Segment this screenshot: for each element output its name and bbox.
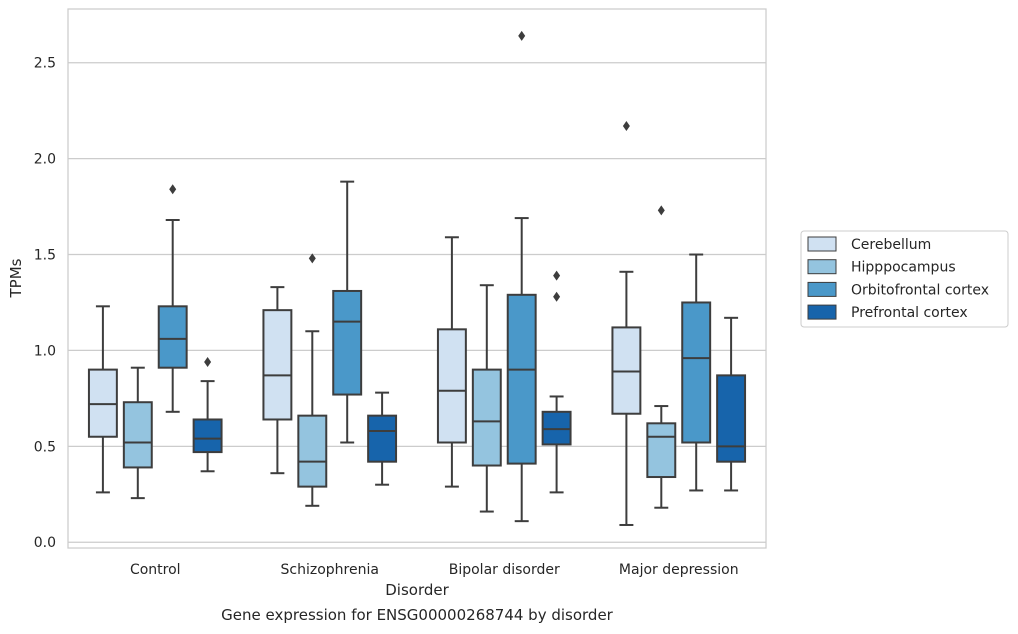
y-tick-label: 1.0	[34, 343, 56, 359]
box-body	[262, 309, 293, 421]
box-major-depression-orbitofrontal-cortex	[681, 253, 712, 492]
outlier-point	[657, 205, 665, 216]
box-major-depression-prefrontal-cortex	[716, 316, 747, 492]
legend-label: Hipppocampus	[851, 260, 956, 276]
box-bipolar-disorder-cerebellum	[436, 236, 467, 488]
outlier-point	[553, 270, 561, 281]
box-body	[192, 418, 223, 454]
box-body	[716, 374, 747, 463]
y-tick-label: 0.0	[34, 535, 56, 551]
chart-caption: Gene expression for ENSG00000268744 by d…	[221, 606, 613, 624]
x-tick-label: Schizophrenia	[281, 562, 379, 578]
legend-label: Orbitofrontal cortex	[851, 282, 989, 298]
box-schizophrenia-prefrontal-cortex	[367, 391, 398, 486]
box-body	[157, 305, 188, 369]
box-body	[506, 293, 537, 465]
legend-swatch	[807, 281, 837, 297]
box-major-depression-hipppocampus	[646, 205, 677, 509]
outlier-point	[518, 30, 526, 41]
y-tick-label: 2.0	[34, 152, 56, 168]
y-tick-label: 0.5	[34, 439, 56, 455]
outlier-point	[169, 184, 177, 195]
box-control-orbitofrontal-cortex	[157, 184, 188, 413]
box-bipolar-disorder-orbitofrontal-cortex	[506, 30, 537, 523]
legend-swatch	[807, 236, 837, 252]
legend-swatch	[807, 259, 837, 275]
box-bipolar-disorder-hipppocampus	[471, 284, 502, 513]
box-body	[122, 401, 153, 469]
plot-area-frame	[67, 8, 767, 549]
box-control-cerebellum	[87, 305, 118, 494]
y-tick-label: 2.5	[34, 56, 56, 72]
x-axis-label: Disorder	[385, 581, 449, 599]
legend-frame	[800, 230, 1009, 328]
y-tick-label: 1.5	[34, 248, 56, 264]
x-tick-label: Control	[130, 562, 181, 578]
x-axis-ticks: Control Schizophrenia Bipolar disorder Majo…	[130, 562, 739, 578]
box-bipolar-disorder-prefrontal-cortex	[541, 270, 572, 494]
box-schizophrenia-orbitofrontal-cortex	[332, 180, 363, 444]
box-body	[436, 328, 467, 444]
box-control-prefrontal-cortex	[192, 356, 223, 473]
outlier-point	[553, 291, 561, 302]
boxes-layer	[87, 30, 747, 526]
x-tick-label: Major depression	[619, 562, 739, 578]
box-schizophrenia-cerebellum	[262, 286, 293, 475]
box-body	[681, 301, 712, 444]
y-axis-label: TPMs	[7, 258, 25, 298]
box-body	[297, 414, 328, 488]
box-body	[646, 422, 677, 479]
box-schizophrenia-hipppocampus	[297, 253, 328, 507]
y-axis-ticks: 0.0 0.5 1.0 1.5 2.0 2.5	[34, 56, 56, 552]
outlier-point	[204, 356, 212, 367]
legend-label: Cerebellum	[851, 237, 931, 253]
legend-swatch	[807, 304, 837, 320]
x-tick-label: Bipolar disorder	[449, 562, 560, 578]
outlier-point	[622, 121, 630, 132]
box-control-hipppocampus	[122, 366, 153, 500]
outlier-point	[308, 253, 316, 264]
legend-label: Prefrontal cortex	[851, 305, 968, 321]
box-body	[332, 289, 363, 396]
box-body	[471, 368, 502, 467]
box-major-depression-cerebellum	[611, 121, 642, 526]
legend: Cerebellum Hipppocampus Orbitofrontal cort…	[800, 230, 1009, 328]
box-body	[367, 414, 398, 463]
